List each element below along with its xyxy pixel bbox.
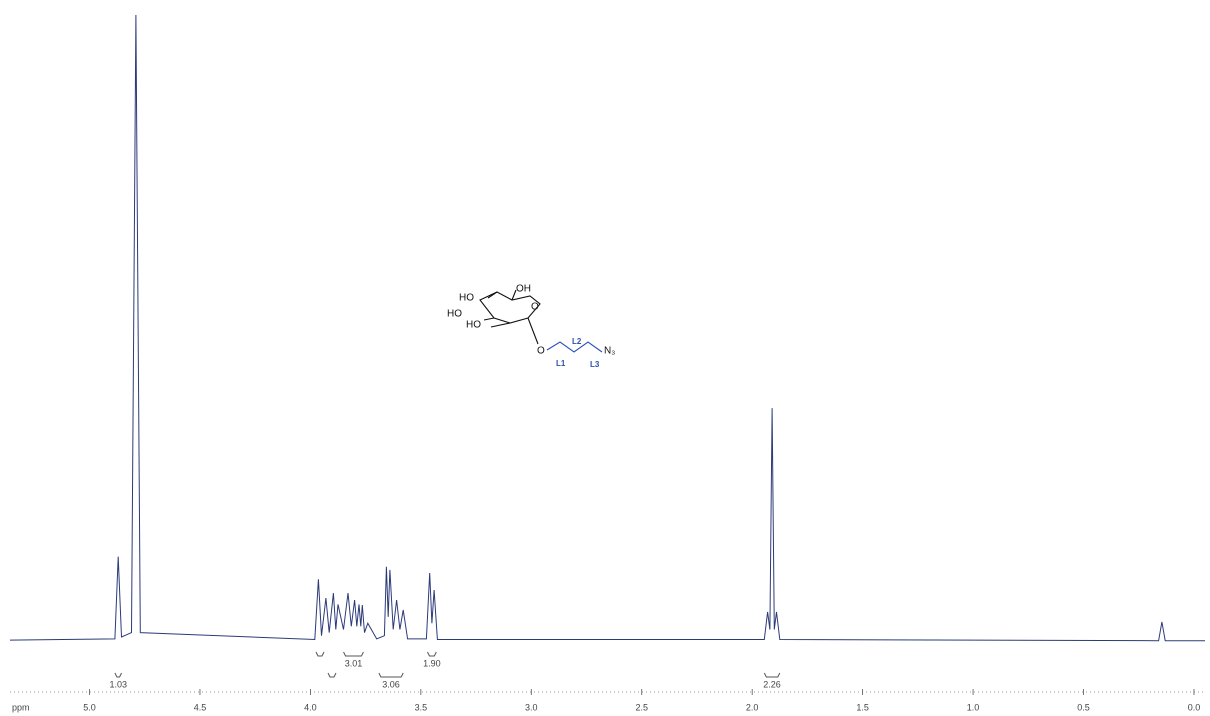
x-tick-label: 0.0 [1188, 702, 1201, 712]
integral-label: 3.06 [382, 679, 400, 689]
x-tick-label: 4.0 [304, 702, 317, 712]
x-tick-label: 4.5 [194, 702, 207, 712]
ring [479, 291, 541, 324]
x-tick-label: 2.0 [746, 702, 759, 712]
mol-label: L2 [572, 337, 582, 346]
integral-label: 1.90 [423, 658, 441, 668]
spectrum [9, 14, 1205, 642]
mol-label: O [537, 346, 545, 357]
bond [527, 317, 539, 345]
integral-bracket [343, 651, 364, 657]
x-tick-label: 3.5 [415, 702, 428, 712]
x-tick-label: 5.0 [83, 702, 96, 712]
mol-label: L1 [556, 359, 566, 368]
bond [511, 289, 517, 301]
mol-label: OH [516, 284, 531, 295]
integral-bracket [763, 672, 781, 678]
x-tick-label: 2.5 [635, 702, 648, 712]
integral-label: 1.03 [109, 679, 127, 689]
bond [483, 317, 495, 321]
mol-label: HO [466, 320, 481, 331]
mol-label: HO [447, 309, 462, 320]
mol-label: N₃ [604, 346, 615, 357]
x-tick-label: 1.0 [967, 702, 980, 712]
bond [490, 322, 511, 328]
x-tick-label: 1.5 [856, 702, 869, 712]
integral-bracket [427, 651, 437, 657]
mol-label: O [531, 302, 539, 313]
integral-bracket [315, 651, 337, 678]
x-tick-label: 0.5 [1077, 702, 1090, 712]
integral-label: 2.26 [763, 679, 781, 689]
bond [487, 291, 498, 299]
integral-label: 3.01 [345, 658, 363, 668]
mol-label: L3 [590, 360, 600, 369]
molecule-structure: HO OH HO HO O O N₃ L1 L2 L3 [447, 284, 615, 369]
x-axis-label: ppm [12, 702, 30, 712]
integral-bracket [114, 672, 122, 678]
integral-bracket [378, 672, 404, 678]
x-tick-label: 3.0 [525, 702, 538, 712]
linker [546, 341, 603, 353]
mol-label: HO [459, 293, 474, 304]
